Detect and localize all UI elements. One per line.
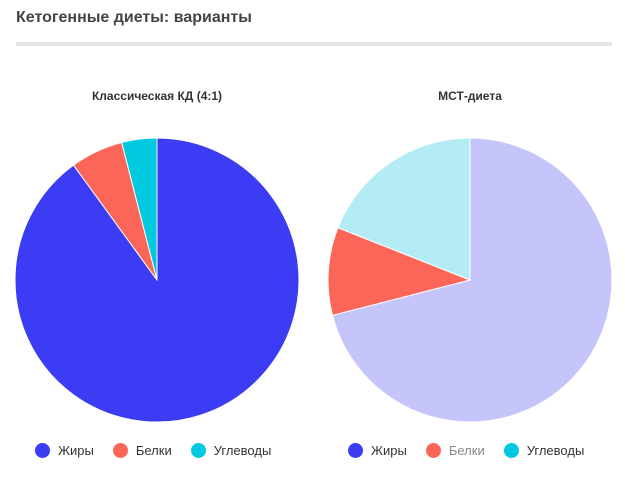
legend-item-fats[interactable]: Жиры [348,443,407,458]
legend-classic: Жиры Белки Углеводы [35,443,290,458]
legend-item-carbs[interactable]: Углеводы [190,443,272,458]
chart-title-mct: МСТ-диета [438,89,502,103]
legend-marker [348,443,363,458]
legend-label: Белки [448,443,485,458]
legend-mct: Жиры Белки Углеводы [348,443,603,458]
legend-item-carbs[interactable]: Углеводы [503,443,585,458]
legend-item-proteins[interactable]: Белки [112,443,172,458]
legend-marker [190,443,206,458]
page-title: Кетогенные диеты: варианты [16,9,252,26]
legend-marker [425,443,441,458]
legend-item-proteins[interactable]: Белки [425,443,485,458]
legend-marker [35,443,50,458]
legend-label: Углеводы [213,443,272,458]
legend-item-fats[interactable]: Жиры [35,443,94,458]
pie-slice-proteins[interactable] [327,227,472,316]
legend-label: Углеводы [526,443,585,458]
pie-slice-carbs[interactable] [121,137,158,281]
chart-title-classic: Классическая КД (4:1) [91,89,223,103]
legend-label: Жиры [371,443,407,458]
pie-chart-mct [327,137,613,423]
pie-slice-carbs[interactable] [337,137,471,281]
legend-label: Жиры [58,443,94,458]
title-divider [16,42,612,46]
legend-marker [112,443,128,458]
legend-marker [503,443,519,458]
legend-label: Белки [135,443,172,458]
pie-chart-classic [14,137,300,423]
pie-slice-fats[interactable] [331,137,613,423]
